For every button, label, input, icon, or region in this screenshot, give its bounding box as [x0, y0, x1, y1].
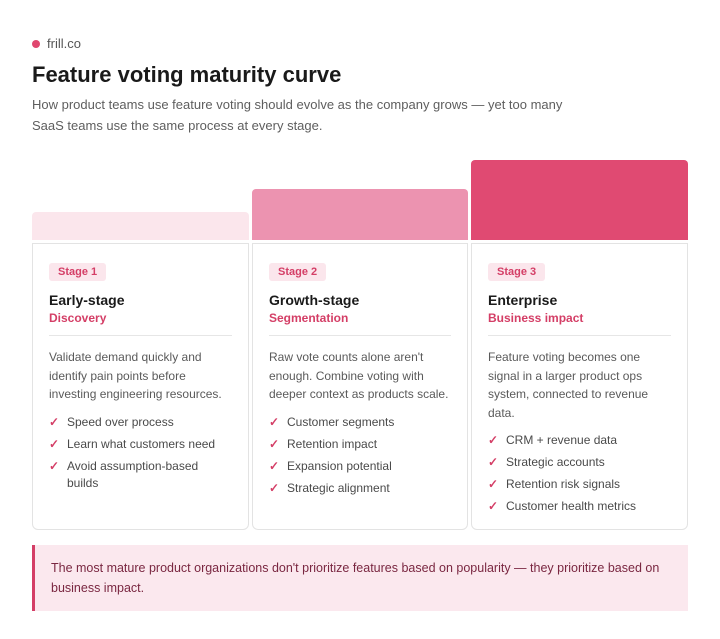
divider	[269, 335, 451, 336]
list-item: ✓ Retention impact	[269, 436, 451, 453]
list-item: ✓ Avoid assumption-based builds	[49, 458, 232, 492]
check-icon: ✓	[49, 458, 60, 473]
list-item: ✓ Strategic accounts	[488, 454, 671, 471]
point-label: Retention impact	[287, 436, 378, 451]
point-label: Avoid assumption-based builds	[67, 458, 199, 490]
check-icon: ✓	[488, 499, 499, 513]
list-item: ✓ Learn what customers need	[49, 436, 232, 453]
point-label: Speed over process	[67, 414, 174, 429]
list-item: ✓ Strategic alignment	[269, 480, 451, 497]
point-label: Learn what customers need	[67, 436, 216, 451]
stage-points: ✓ Speed over process ✓ Learn what customer…	[49, 414, 232, 492]
check-icon: ✓	[269, 480, 280, 495]
stage-badge: Stage 1	[49, 263, 107, 281]
stage-description: Feature voting becomes one signal in a l…	[488, 350, 649, 420]
stage-description: Raw vote counts alone aren't enough. Com…	[269, 350, 449, 401]
point-label: CRM + revenue data	[506, 433, 618, 447]
maturity-bar-stage-1	[32, 212, 249, 240]
page-title: Feature voting maturity curve	[32, 62, 342, 87]
stage-focus: Segmentation	[269, 311, 349, 325]
list-item: ✓ Customer segments	[269, 414, 451, 431]
brand-dot-icon	[32, 39, 40, 48]
list-item: ✓ Speed over process	[49, 414, 232, 431]
list-item: ✓ Expansion potential	[269, 458, 451, 475]
callout: The most mature product organizations do…	[32, 545, 688, 611]
check-icon: ✓	[488, 433, 499, 447]
check-icon: ✓	[49, 414, 60, 429]
stage-focus: Discovery	[49, 311, 107, 325]
maturity-bar-stage-3	[471, 160, 688, 240]
stage-name: Early-stage	[49, 292, 125, 308]
stage-card-1: Stage 1 Early-stage Discovery Validate d…	[32, 243, 249, 530]
stage-card-3: Stage 3 Enterprise Business impact Featu…	[471, 243, 688, 530]
stage-points: ✓ Customer segments ✓ Retention impact ✓ Ex…	[269, 414, 451, 497]
stage-points: ✓ CRM + revenue data ✓ Strategic accounts …	[488, 432, 671, 515]
check-icon: ✓	[488, 455, 499, 469]
list-item: ✓ Customer health metrics	[488, 498, 671, 515]
point-label: Strategic alignment	[287, 480, 390, 495]
divider	[488, 335, 671, 336]
list-item: ✓ Retention risk signals	[488, 476, 671, 493]
brand-name: frill.co	[47, 36, 81, 51]
point-label: Customer health metrics	[506, 499, 637, 513]
stage-badge: Stage 3	[488, 263, 546, 281]
divider	[49, 335, 232, 336]
stage-badge: Stage 2	[269, 263, 327, 281]
maturity-bar-stage-2	[252, 189, 468, 240]
point-label: Strategic accounts	[506, 455, 605, 469]
point-label: Retention risk signals	[506, 477, 621, 491]
check-icon: ✓	[269, 458, 280, 473]
stage-description: Validate demand quickly and identify pai…	[49, 350, 222, 401]
point-label: Customer segments	[287, 414, 395, 429]
check-icon: ✓	[488, 477, 499, 491]
check-icon: ✓	[269, 436, 280, 451]
check-icon: ✓	[49, 436, 60, 451]
point-label: Expansion potential	[287, 458, 392, 473]
stage-card-2: Stage 2 Growth-stage Segmentation Raw vo…	[252, 243, 468, 530]
list-item: ✓ CRM + revenue data	[488, 432, 671, 449]
page-subtitle: How product teams use feature voting sho…	[32, 97, 563, 133]
stage-name: Growth-stage	[269, 292, 360, 308]
stage-focus: Business impact	[488, 311, 584, 325]
check-icon: ✓	[269, 414, 280, 429]
stage-name: Enterprise	[488, 292, 558, 308]
brand: frill.co	[32, 36, 81, 51]
